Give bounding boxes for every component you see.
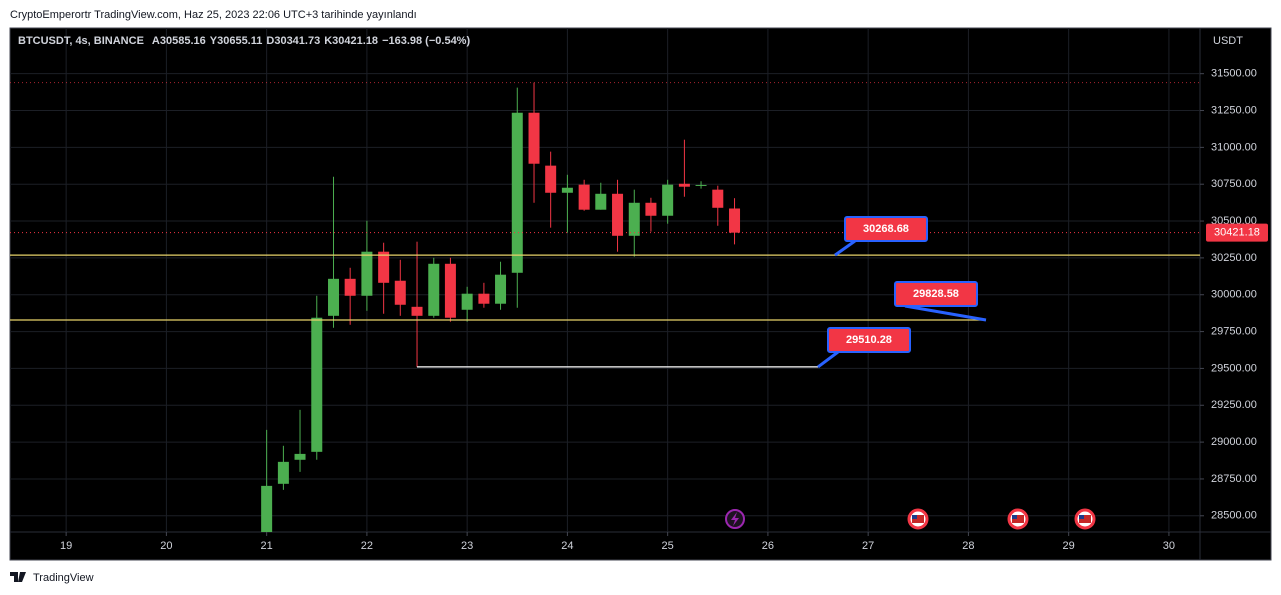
candle-body bbox=[695, 184, 707, 186]
candle-body bbox=[394, 280, 406, 305]
x-tick-label: 30 bbox=[1163, 540, 1175, 552]
candle-body bbox=[428, 263, 440, 316]
candle-body bbox=[328, 278, 340, 316]
candle-body bbox=[712, 189, 724, 208]
y-tick-label: 29500.00 bbox=[1211, 362, 1257, 374]
callout-label: 29828.58 bbox=[913, 288, 959, 300]
legend: BTCUSDT, 4s, BINANCE A30585.16 Y30655.11 D3… bbox=[18, 35, 470, 47]
event-icon bbox=[907, 508, 929, 530]
candle-body bbox=[294, 453, 306, 460]
event-icon bbox=[1074, 508, 1096, 530]
candle-body bbox=[595, 193, 607, 210]
candle-body bbox=[511, 112, 523, 273]
plot-area bbox=[10, 82, 1200, 532]
callout-box bbox=[827, 327, 911, 353]
y-tick-label: 29000.00 bbox=[1211, 436, 1257, 448]
x-tick-label: 25 bbox=[662, 540, 674, 552]
footer-logo bbox=[10, 572, 26, 582]
x-tick-label: 21 bbox=[261, 540, 273, 552]
footer-text: TradingView bbox=[33, 572, 94, 584]
header-text: CryptoEmperortr TradingView.com, Haz 25,… bbox=[10, 9, 417, 21]
y-tick-label: 30000.00 bbox=[1211, 289, 1257, 301]
candle-body bbox=[311, 317, 323, 452]
candle-body bbox=[444, 263, 456, 318]
x-tick-label: 27 bbox=[862, 540, 874, 552]
callout-pointer bbox=[834, 239, 856, 257]
candle-body bbox=[729, 208, 741, 233]
callout-label: 30268.68 bbox=[863, 223, 909, 235]
legend-ohlc-label: K bbox=[324, 35, 332, 47]
y-tick-label: 31250.00 bbox=[1211, 104, 1257, 116]
last-price-label: 30421.18 bbox=[1214, 227, 1260, 239]
candle-body bbox=[411, 306, 423, 316]
candle-body bbox=[628, 202, 640, 236]
candle-body bbox=[344, 278, 356, 296]
y-tick-label: 28750.00 bbox=[1211, 473, 1257, 485]
x-tick-label: 24 bbox=[561, 540, 573, 552]
callout-box bbox=[844, 216, 928, 242]
x-tick-label: 29 bbox=[1063, 540, 1075, 552]
legend-ohlc-value: 30585.16 bbox=[160, 35, 206, 47]
legend-ohlc-label: A bbox=[152, 35, 160, 47]
candle-body bbox=[261, 485, 273, 532]
legend-change: −163.98 (−0.54%) bbox=[382, 35, 470, 47]
candle-body bbox=[361, 251, 373, 296]
y-axis-label: USDT bbox=[1213, 35, 1243, 47]
event-icon bbox=[1007, 508, 1029, 530]
candle-body bbox=[495, 274, 507, 304]
overlay: 30268.68 29828.58 29510.28 bbox=[10, 216, 1200, 369]
candle-body bbox=[478, 293, 490, 304]
event-icons bbox=[725, 508, 1096, 530]
x-tick-label: 26 bbox=[762, 540, 774, 552]
y-tick-label: 30250.00 bbox=[1211, 252, 1257, 264]
legend-ohlc-value: 30341.73 bbox=[274, 35, 320, 47]
candle-body bbox=[545, 165, 557, 193]
event-icon-bolt bbox=[731, 512, 739, 526]
candle-body bbox=[378, 251, 390, 283]
candle-body bbox=[461, 293, 473, 310]
callout-label: 29510.28 bbox=[846, 334, 892, 346]
candle-body bbox=[612, 193, 624, 236]
candle-body bbox=[662, 184, 674, 216]
legend-ohlc-label: Y bbox=[210, 35, 218, 47]
x-tick-label: 28 bbox=[962, 540, 974, 552]
y-tick-label: 29750.00 bbox=[1211, 325, 1257, 337]
x-tick-label: 22 bbox=[361, 540, 373, 552]
candle-body bbox=[561, 187, 573, 193]
legend-symbol: BTCUSDT, 4s, BINANCE bbox=[18, 35, 144, 47]
y-tick-label: 29250.00 bbox=[1211, 399, 1257, 411]
y-tick-label: 30750.00 bbox=[1211, 178, 1257, 190]
candle-body bbox=[678, 183, 690, 187]
y-tick-label: 28500.00 bbox=[1211, 510, 1257, 522]
y-tick-label: 31000.00 bbox=[1211, 141, 1257, 153]
grid bbox=[10, 28, 1200, 532]
y-tick-label: 31500.00 bbox=[1211, 68, 1257, 80]
candle-body bbox=[578, 184, 590, 210]
callout-pointer bbox=[817, 350, 839, 369]
x-tick-label: 23 bbox=[461, 540, 473, 552]
candle-body bbox=[645, 202, 657, 216]
last-price-tag bbox=[1206, 223, 1268, 242]
legend-ohlc-value: 30655.11 bbox=[217, 35, 262, 47]
candle-body bbox=[528, 112, 540, 164]
candle-body bbox=[277, 461, 289, 484]
x-tick-label: 20 bbox=[160, 540, 172, 552]
callout-pointer bbox=[904, 304, 987, 322]
chart-frame bbox=[9, 27, 1272, 561]
callout-box bbox=[894, 281, 978, 307]
legend-ohlc-label: D bbox=[266, 35, 274, 47]
legend-ohlc-value: 30421.18 bbox=[332, 35, 378, 47]
x-tick-label: 19 bbox=[60, 540, 72, 552]
